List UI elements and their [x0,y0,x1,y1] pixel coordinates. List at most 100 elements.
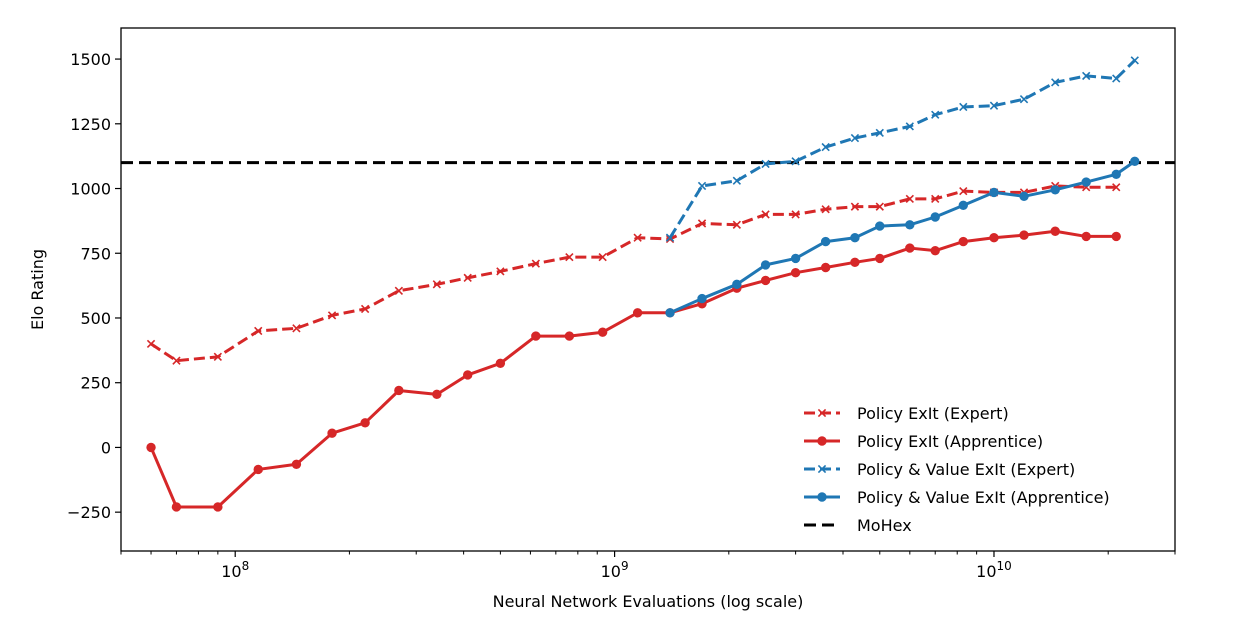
data-point [531,331,541,341]
data-point [732,220,742,229]
y-tick-label: 750 [80,244,111,263]
data-point [850,202,860,211]
legend-label: Policy ExIt (Apprentice) [857,432,1043,451]
data-point [761,159,770,169]
data-point [989,187,999,198]
data-point [821,142,830,152]
data-point [817,464,827,474]
data-point [790,253,801,264]
data-point [327,311,337,320]
data-point [905,194,914,204]
data-point [930,245,940,256]
data-point [905,220,915,230]
legend-entry: Policy ExIt (Apprentice) [804,432,1043,451]
y-tick-label: −250 [67,503,111,522]
data-point [171,502,182,512]
data-point [463,273,472,283]
data-point [820,262,831,273]
data-point [565,252,574,262]
legend-label: Policy ExIt (Expert) [857,404,1009,423]
data-point [697,219,707,228]
data-point [850,257,860,268]
data-point [1111,169,1121,179]
data-point [1130,56,1139,65]
data-point [850,133,860,143]
data-point [732,176,742,185]
legend-label: MoHex [857,516,912,535]
data-point [146,442,156,453]
legend-entry: MoHex [804,516,912,535]
series-2 [665,56,1139,242]
x-tick-label: 108 [221,559,249,581]
data-point [1112,183,1121,192]
series-3 [665,156,1140,318]
data-point [598,252,607,262]
data-point [1081,231,1091,242]
data-point [292,324,301,333]
data-point [931,194,940,204]
data-point [732,279,742,290]
series-line [150,184,1117,363]
data-point [821,205,830,214]
x-tick-label: 1010 [976,559,1012,581]
series-line [668,59,1136,239]
data-point [1050,185,1060,195]
data-point [254,326,263,336]
x-tick-label: 109 [601,559,629,581]
legend: Policy ExIt (Expert) Policy ExIt (Apprent… [804,404,1110,535]
data-point [597,327,608,337]
data-point [432,389,442,400]
data-point [495,358,506,368]
data-point [253,464,263,475]
y-tick-label: 500 [80,309,111,328]
data-point [930,212,940,222]
data-point [905,122,914,131]
data-point [850,233,860,243]
data-point [697,293,707,304]
data-point [146,339,156,349]
data-point [1051,78,1060,87]
series-layer [121,56,1175,512]
data-point [1019,191,1029,201]
series-0 [146,181,1121,365]
data-point [959,102,968,112]
data-point [817,436,827,446]
data-point [1130,156,1140,167]
legend-label: Policy & Value ExIt (Apprentice) [857,488,1110,507]
data-point [958,236,968,247]
data-point [394,286,404,295]
data-point [360,418,370,428]
data-point [817,408,827,418]
data-point [790,267,801,278]
data-point [291,459,302,469]
data-point [172,356,181,365]
x-axis: 108 109 1010 [120,551,1176,581]
data-point [760,275,771,286]
data-point [213,502,223,512]
data-point [959,186,968,196]
data-point [875,221,885,231]
y-tick-label: 1000 [70,180,111,199]
data-point [665,308,675,318]
y-tick-label: 250 [80,374,111,393]
data-point [394,385,404,396]
legend-entry: Policy & Value ExIt (Apprentice) [804,488,1110,507]
data-point [432,280,442,289]
y-tick-label: 1250 [70,115,111,134]
data-point [989,101,999,110]
data-point [327,428,337,438]
data-point [1081,177,1091,187]
data-point [462,370,473,380]
data-point [360,304,370,314]
data-point [633,233,642,242]
data-point [1019,230,1029,240]
data-point [761,210,770,219]
data-point [820,236,831,247]
data-point [931,110,940,119]
legend-entry: Policy & Value ExIt (Expert) [804,460,1075,479]
data-point [697,181,707,191]
data-point [632,308,643,318]
data-point [791,210,800,219]
